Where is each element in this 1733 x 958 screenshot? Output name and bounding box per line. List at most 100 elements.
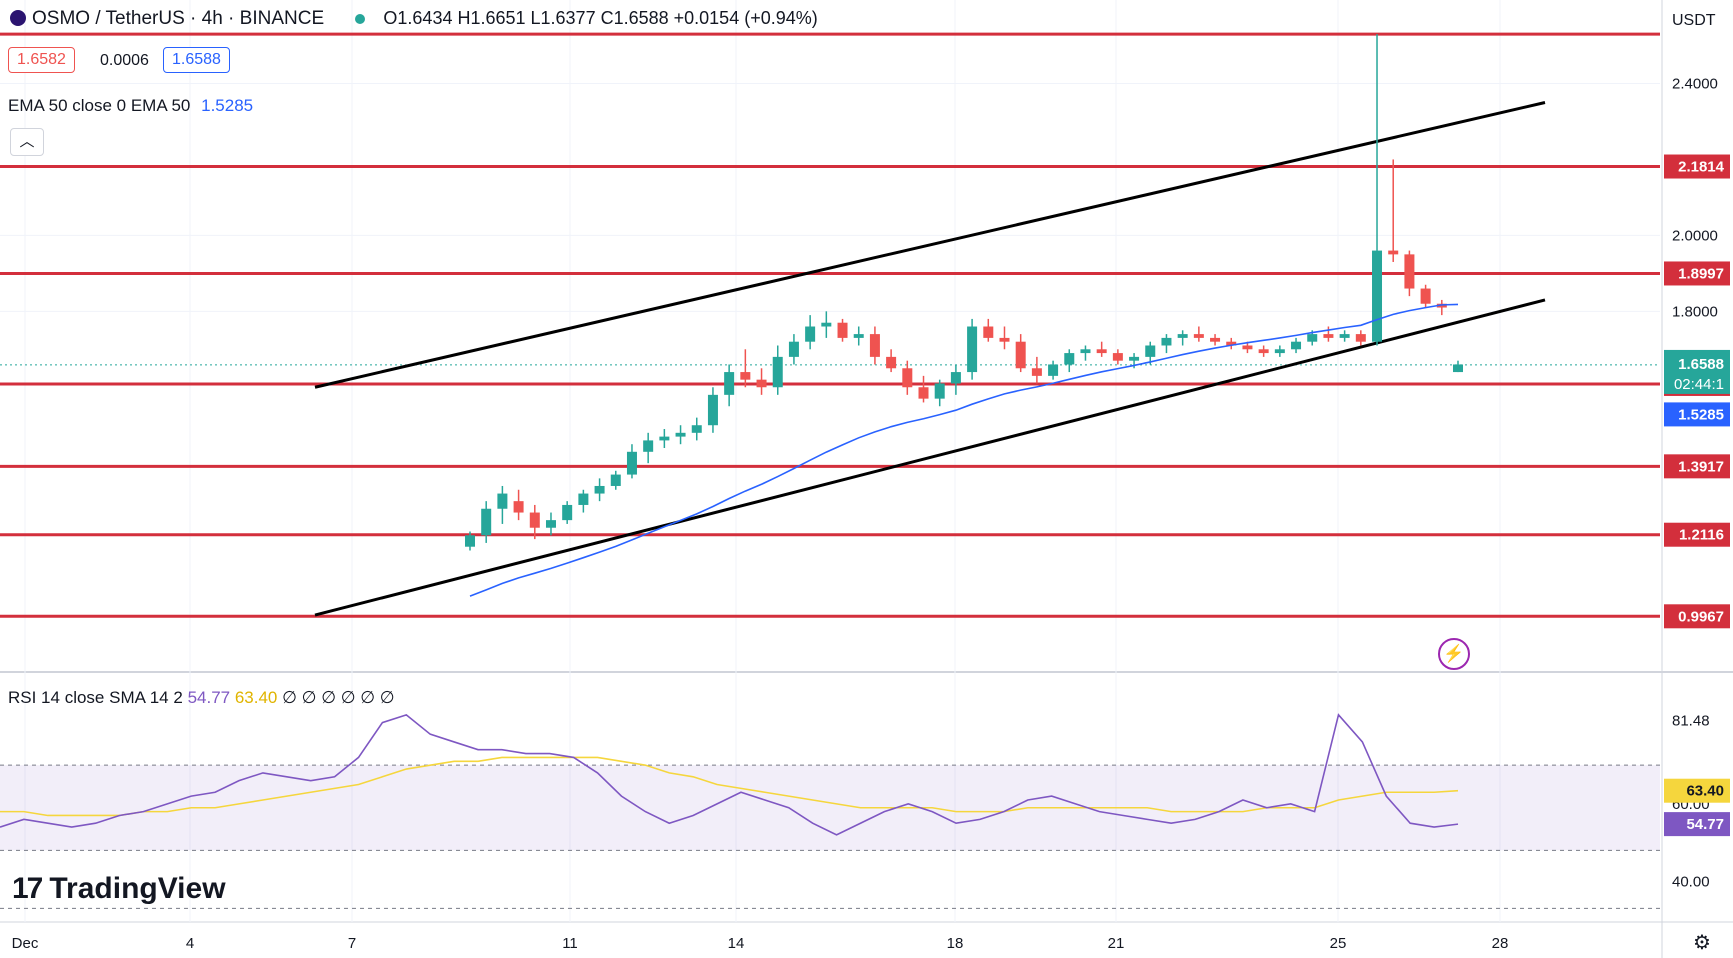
market-status-icon — [355, 14, 366, 24]
bid-price[interactable]: 1.6582 — [8, 47, 75, 73]
rsi-ma-line — [0, 756, 1459, 817]
candle-body — [1355, 334, 1366, 342]
candle-body — [578, 493, 589, 505]
rsi-name: RSI 14 close SMA 14 2 — [8, 688, 183, 707]
candle-body — [1388, 250, 1399, 255]
candle-body — [1080, 349, 1091, 354]
currency-label: USDT — [1672, 12, 1716, 29]
candle-body — [529, 512, 540, 528]
y-tick-label: 2.0000 — [1672, 227, 1718, 244]
candle-body — [562, 504, 573, 521]
candle-body — [1112, 353, 1123, 361]
candle-body — [1193, 334, 1204, 338]
ohlc-values: O1.6434 H1.6651 L1.6377 C1.6588 +0.0154 … — [383, 8, 818, 28]
channel-lower-trendline — [314, 298, 1546, 617]
candle-body — [967, 326, 978, 373]
candle-body — [837, 322, 848, 338]
candle-body — [886, 356, 897, 369]
rsi-extras: ∅ ∅ ∅ ∅ ∅ ∅ — [282, 688, 395, 707]
candle-body — [821, 322, 832, 327]
candle-body — [1226, 341, 1237, 346]
ema-legend: EMA 50 close 0 EMA 50 1.5285 — [8, 96, 253, 116]
candle-body — [643, 440, 654, 452]
ema50-line — [469, 303, 1459, 597]
candle-body — [1291, 341, 1302, 350]
candle-body — [1048, 364, 1059, 376]
candle-body — [1145, 345, 1156, 357]
channel-upper-trendline — [314, 101, 1546, 389]
rsi-line — [0, 713, 1459, 836]
x-tick-label: 21 — [1108, 935, 1125, 952]
candle-body — [740, 372, 751, 380]
osmo-logo-icon — [10, 10, 26, 26]
level-price-tag — [1664, 454, 1730, 479]
candle-body — [1031, 368, 1042, 376]
candle-body — [691, 425, 702, 433]
current-price-tag — [1664, 349, 1730, 394]
rsi-pane — [0, 713, 1660, 909]
candle-body — [545, 520, 556, 528]
trendlines — [314, 101, 1546, 617]
candle-body — [950, 372, 961, 384]
level-price-label: 1.3917 — [1678, 458, 1724, 475]
candle-body — [513, 501, 524, 513]
chevron-up-icon: ︿ — [19, 133, 35, 150]
ema-legend-value: 1.5285 — [201, 96, 254, 115]
ema-price-label: 1.5285 — [1678, 406, 1724, 423]
candle-body — [1453, 364, 1463, 373]
candle-body — [610, 474, 621, 486]
candle-body — [999, 337, 1010, 342]
candle-body — [1323, 334, 1334, 338]
level-price-label: 1.8997 — [1678, 265, 1724, 282]
rsi-ma-tag — [1664, 778, 1730, 803]
x-tick-label: 14 — [728, 935, 745, 952]
current-price-label: 1.6588 — [1678, 356, 1724, 373]
rsi-legend-value: 54.77 — [187, 688, 231, 707]
ema-price-tag — [1664, 402, 1730, 427]
candle-body — [465, 535, 475, 547]
candle-body — [1372, 250, 1383, 342]
tradingview-logo: 17 TradingView — [12, 872, 226, 906]
candle-body — [1242, 345, 1253, 350]
candle-body — [1339, 334, 1350, 338]
candle-body — [869, 334, 880, 357]
candle-body — [853, 334, 864, 338]
x-tick-label: 11 — [562, 935, 578, 952]
rsi-ma-legend-value: 63.40 — [234, 688, 278, 707]
level-price-tag — [1664, 261, 1730, 286]
candle-body — [1420, 288, 1431, 304]
candles — [465, 34, 1463, 551]
settings-gear-icon[interactable]: ⚙ — [1693, 932, 1711, 954]
candle-body — [1161, 337, 1172, 346]
candle-body — [805, 326, 816, 342]
candle-body — [659, 436, 670, 441]
candle-body — [918, 387, 929, 399]
symbol-row: OSMO / TetherUS · 4h · BINANCE O1.6434 H… — [10, 8, 818, 30]
level-price-label: 1.2116 — [1679, 527, 1724, 544]
axes: Dec 4 7 11 14 18 21 25 28 2.4000 2.0000 1.8000 2.181… — [12, 76, 1730, 952]
candle-body — [724, 372, 735, 395]
candle-body — [1258, 349, 1269, 354]
candle-body — [756, 379, 767, 388]
candle-body — [626, 451, 637, 475]
x-tick-label: Dec — [12, 935, 39, 952]
candle-body — [772, 356, 783, 388]
candle-body — [1404, 254, 1415, 289]
spread-value: 0.0006 — [100, 52, 149, 69]
rsi-tag-label: 54.77 — [1686, 816, 1724, 833]
rsi-legend: RSI 14 close SMA 14 2 54.77 63.40 ∅ ∅ ∅ … — [8, 688, 395, 708]
candle-body — [1210, 337, 1221, 342]
rsi-tick-label: 40.00 — [1672, 873, 1710, 890]
rsi-tick-label: 81.48 — [1672, 713, 1710, 730]
ask-price[interactable]: 1.6588 — [163, 47, 230, 73]
candle-body — [1015, 341, 1026, 369]
lightning-icon[interactable]: ⚡ — [1438, 638, 1470, 670]
collapse-legend-button[interactable]: ︿ — [10, 128, 44, 156]
candle-body — [1096, 349, 1107, 354]
candle-body — [788, 341, 799, 357]
candle-body — [481, 508, 492, 536]
ema-name: EMA 50 close 0 EMA 50 — [8, 96, 191, 115]
candle-body — [675, 432, 686, 437]
